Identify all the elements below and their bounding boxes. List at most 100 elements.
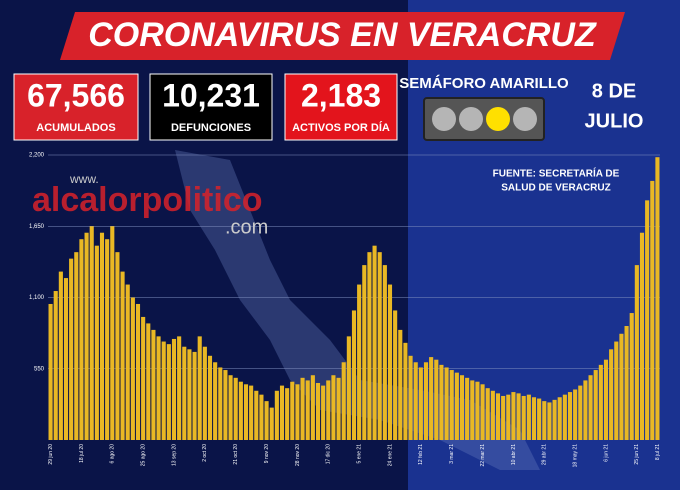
stats: 67,566 ACUMULADOS 10,231 DEFUNCIONES 2,183 AC… <box>13 73 398 141</box>
bar <box>382 265 387 440</box>
bar <box>542 401 547 440</box>
bar <box>501 395 506 440</box>
x-tick-label: 3 mar 21 <box>449 444 455 464</box>
bar <box>516 393 521 440</box>
x-tick-label: 24 ene 21 <box>387 444 393 466</box>
bar <box>609 349 614 440</box>
bar <box>58 271 63 440</box>
x-tick-label: 29 jun 20 <box>48 444 54 465</box>
bar <box>74 252 79 440</box>
bar <box>480 384 485 440</box>
bar <box>634 265 639 440</box>
stat-label: DEFUNCIONES <box>171 122 251 134</box>
bar <box>398 329 403 440</box>
bar <box>413 362 418 440</box>
bar <box>655 157 660 440</box>
bar <box>285 388 290 440</box>
light <box>459 107 483 131</box>
x-tick-label: 13 sep 20 <box>171 444 177 466</box>
watermark: alcalorpolitico <box>32 181 263 219</box>
bar <box>573 389 578 440</box>
y-tick-label: 1,100 <box>29 295 45 301</box>
bar <box>650 180 655 440</box>
stat-label: ACTIVOS POR DÍA <box>292 121 390 134</box>
bar <box>485 388 490 440</box>
bar <box>202 346 207 440</box>
bar <box>372 245 377 440</box>
date: JULIO <box>585 110 644 132</box>
bar <box>552 399 557 440</box>
bar <box>53 291 58 440</box>
x-tick-label: 17 dic 20 <box>326 444 332 465</box>
bar <box>470 380 475 440</box>
bar <box>367 252 372 440</box>
bar <box>197 336 202 440</box>
bar <box>69 258 74 440</box>
light <box>432 107 456 131</box>
stat-box <box>284 73 398 141</box>
semaforo-label: SEMÁFORO AMARILLO <box>399 75 569 92</box>
bar <box>393 310 398 440</box>
x-tick-label: 2 oct 20 <box>202 444 208 462</box>
bar <box>377 252 382 440</box>
bar <box>578 385 583 440</box>
bar <box>135 303 141 440</box>
bar <box>567 392 573 440</box>
bar <box>125 284 130 440</box>
bar <box>171 338 177 440</box>
bar <box>521 395 526 440</box>
x-tick-label: 25 ago 20 <box>140 444 146 466</box>
bar <box>94 245 99 440</box>
bar <box>207 355 213 440</box>
x-tick-label: 28 nov 20 <box>295 444 301 466</box>
bar <box>238 381 243 440</box>
bar <box>321 385 326 440</box>
bar <box>166 344 171 440</box>
bar <box>547 402 552 440</box>
bar <box>146 323 151 440</box>
bar <box>79 239 84 440</box>
bar <box>434 359 439 440</box>
stat-value: 10,231 <box>162 77 260 113</box>
bar <box>254 390 259 440</box>
bar <box>315 383 321 440</box>
bar <box>177 336 182 440</box>
bar <box>274 390 279 440</box>
bar <box>619 333 624 440</box>
bar <box>310 375 315 440</box>
x-tick-label: 8 jul 21 <box>655 444 661 460</box>
bar <box>614 341 619 440</box>
bar <box>228 375 233 440</box>
bar <box>562 394 567 440</box>
bar <box>357 284 362 440</box>
bar <box>264 401 269 440</box>
bar <box>279 385 285 440</box>
source: SALUD DE VERACRUZ <box>501 183 610 194</box>
x-tick-label: 18 jul 20 <box>79 444 85 463</box>
plot: 550 1,100 1,650 2,200 29 jun 20 18 jul 20 6 ag… <box>29 153 661 468</box>
stat-label: ACUMULADOS <box>36 122 115 134</box>
bar <box>187 349 192 440</box>
bar <box>290 381 295 440</box>
x-tick-label: 10 abr 21 <box>511 444 517 465</box>
date: 8 DE <box>592 80 636 102</box>
stat-box <box>13 73 139 141</box>
watermark: www. <box>69 172 99 186</box>
bar <box>639 232 645 440</box>
title-banner <box>60 12 625 60</box>
x-tick-label: 22 mar 21 <box>480 444 486 467</box>
bar <box>115 252 120 440</box>
x-tick-label: 21 oct 20 <box>233 444 239 465</box>
x-tick-label: 6 ago 20 <box>110 444 116 464</box>
bar <box>603 359 609 440</box>
x-tick-label: 6 jun 21 <box>603 444 609 462</box>
bar <box>459 375 465 440</box>
x-tick-label: 18 may 21 <box>572 444 578 468</box>
bar <box>583 380 588 440</box>
title: CORONAVIRUS EN VERACRUZ <box>88 16 597 54</box>
bar <box>588 375 593 440</box>
bar <box>326 380 331 440</box>
bar <box>351 310 357 440</box>
bar <box>89 226 94 440</box>
